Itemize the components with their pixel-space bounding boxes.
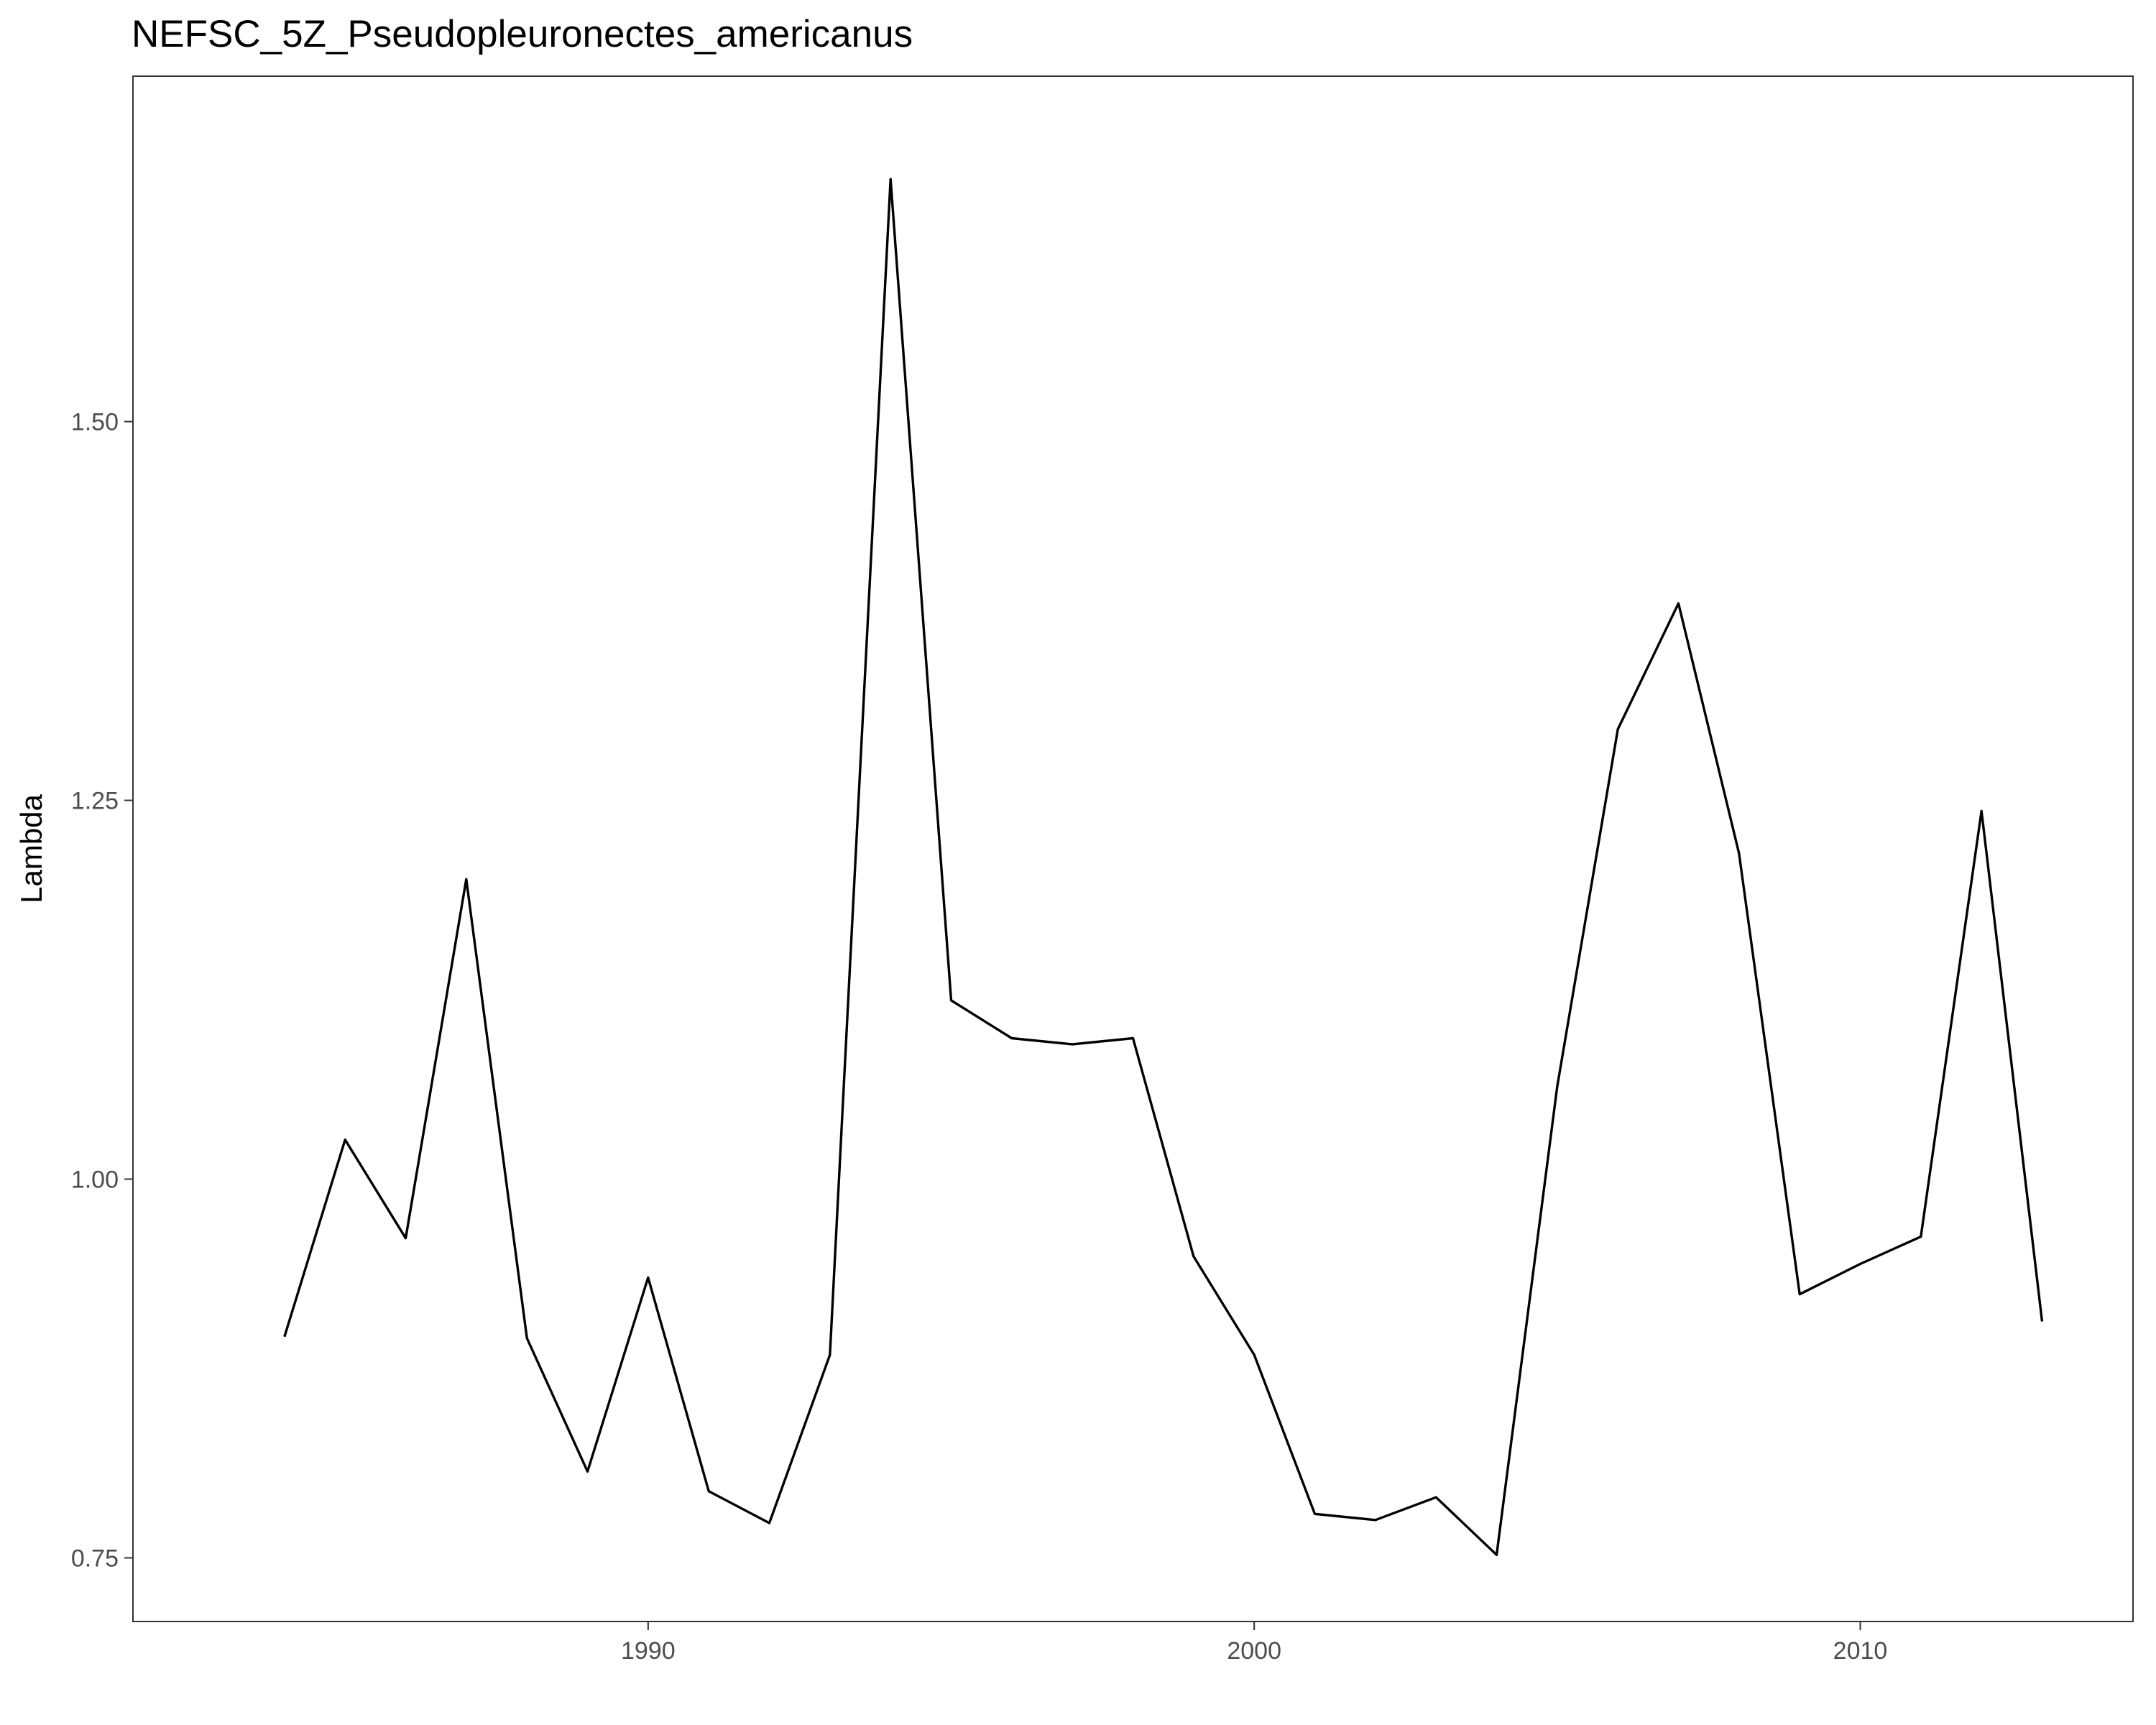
series-line — [283, 178, 2044, 1557]
plot-panel — [132, 75, 2134, 1622]
y-axis-title: Lambda — [14, 794, 48, 903]
y-tick-label: 1.00 — [71, 1167, 119, 1194]
y-tick-label: 1.50 — [71, 409, 119, 436]
x-tick-label: 1990 — [621, 1637, 676, 1665]
y-axis: 0.75 1.00 1.25 1.50 — [71, 409, 133, 1572]
x-tick-label: 2000 — [1227, 1637, 1281, 1665]
series-layer — [283, 178, 2044, 1557]
x-axis: 1990 2000 2010 — [621, 1622, 1887, 1665]
x-tick-label: 2010 — [1833, 1637, 1888, 1665]
chart-title: NEFSC_5Z_Pseudopleuronectes_americanus — [132, 13, 913, 55]
y-tick-label: 1.25 — [71, 788, 119, 815]
y-tick-label: 0.75 — [71, 1545, 119, 1572]
